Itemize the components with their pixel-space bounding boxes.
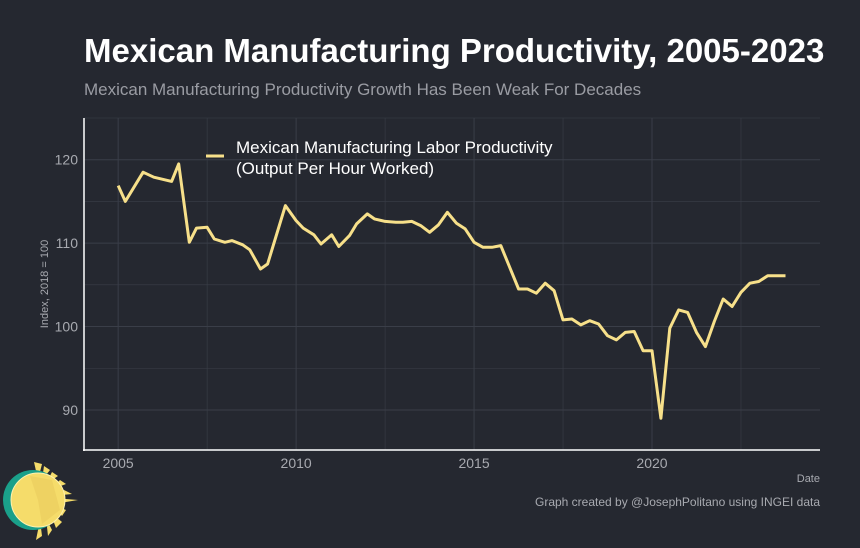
chart-credit: Graph created by @JosephPolitano using I… (534, 495, 820, 509)
chart-title: Mexican Manufacturing Productivity, 2005… (84, 32, 825, 69)
grid (84, 117, 820, 450)
x-tick-label: 2020 (636, 455, 667, 471)
x-tick-label: 2015 (458, 455, 489, 471)
y-tick-label: 90 (62, 402, 78, 418)
legend-label-line2: (Output Per Hour Worked) (236, 159, 434, 178)
chart-subtitle: Mexican Manufacturing Productivity Growt… (84, 80, 642, 99)
legend: Mexican Manufacturing Labor Productivity… (206, 138, 553, 178)
y-tick-label: 120 (55, 152, 79, 168)
y-tick-label: 100 (55, 319, 79, 335)
sun-logo-icon (3, 462, 78, 540)
y-axis-label: Index, 2018 = 100 (39, 240, 51, 328)
y-tick-label: 110 (56, 235, 79, 251)
x-tick-label: 2010 (281, 455, 312, 471)
x-axis-label: Date (797, 473, 820, 485)
series-line-productivity (116, 162, 786, 420)
tick-labels: 2005 2010 2015 2020 90 100 110 120 (55, 152, 668, 471)
legend-label-line1: Mexican Manufacturing Labor Productivity (236, 138, 553, 157)
x-tick-label: 2005 (103, 455, 134, 471)
series-group (116, 162, 786, 420)
